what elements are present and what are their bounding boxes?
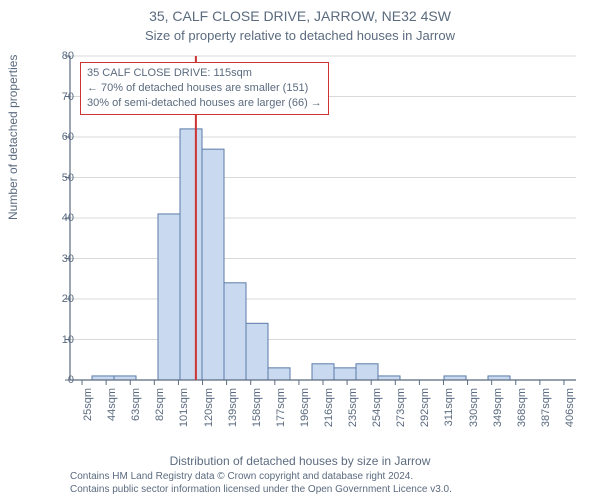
y-tick-label: 30 xyxy=(44,253,74,265)
x-tick-label: 368sqm xyxy=(516,388,528,428)
y-tick-label: 60 xyxy=(44,131,74,143)
annotation-line2: ← 70% of detached houses are smaller (15… xyxy=(87,81,322,96)
page-subtitle: Size of property relative to detached ho… xyxy=(0,24,600,49)
x-axis-label: Distribution of detached houses by size … xyxy=(0,454,600,468)
page-title: 35, CALF CLOSE DRIVE, JARROW, NE32 4SW xyxy=(0,0,600,24)
annotation-line3: 30% of semi-detached houses are larger (… xyxy=(87,96,322,111)
y-tick-label: 40 xyxy=(44,212,74,224)
x-tick-label: 349sqm xyxy=(492,388,504,428)
x-tick-label: 311sqm xyxy=(443,388,455,428)
x-tick-label: 216sqm xyxy=(323,388,335,428)
x-tick-label: 177sqm xyxy=(275,388,287,428)
x-tick-label: 292sqm xyxy=(419,388,431,428)
x-tick-label: 273sqm xyxy=(395,388,407,428)
y-tick-label: 10 xyxy=(44,334,74,346)
y-axis-label: Number of detached properties xyxy=(6,55,20,220)
y-tick-label: 0 xyxy=(44,374,74,386)
y-tick-label: 50 xyxy=(44,172,74,184)
x-tick-label: 44sqm xyxy=(106,388,118,428)
attribution-line2: Contains public sector information licen… xyxy=(70,483,452,496)
attribution-line1: Contains HM Land Registry data © Crown c… xyxy=(70,470,452,483)
y-tick-label: 20 xyxy=(44,293,74,305)
x-tick-label: 406sqm xyxy=(564,388,576,428)
x-tick-label: 63sqm xyxy=(130,388,142,428)
annotation-line1: 35 CALF CLOSE DRIVE: 115sqm xyxy=(87,66,322,81)
x-tick-label: 101sqm xyxy=(178,388,190,428)
y-tick-label: 70 xyxy=(44,91,74,103)
x-tick-label: 235sqm xyxy=(347,388,359,428)
x-tick-label: 139sqm xyxy=(227,388,239,428)
x-tick-label: 330sqm xyxy=(468,388,480,428)
x-tick-label: 120sqm xyxy=(203,388,215,428)
x-tick-label: 25sqm xyxy=(82,388,94,428)
x-tick-label: 82sqm xyxy=(154,388,166,428)
histogram-chart: 35 CALF CLOSE DRIVE: 115sqm ← 70% of det… xyxy=(62,50,582,390)
x-tick-label: 254sqm xyxy=(371,388,383,428)
x-tick-label: 196sqm xyxy=(299,388,311,428)
attribution: Contains HM Land Registry data © Crown c… xyxy=(70,470,452,496)
y-tick-label: 80 xyxy=(44,50,74,62)
x-tick-label: 158sqm xyxy=(251,388,263,428)
annotation-box: 35 CALF CLOSE DRIVE: 115sqm ← 70% of det… xyxy=(80,62,329,115)
x-tick-label: 387sqm xyxy=(540,388,552,428)
